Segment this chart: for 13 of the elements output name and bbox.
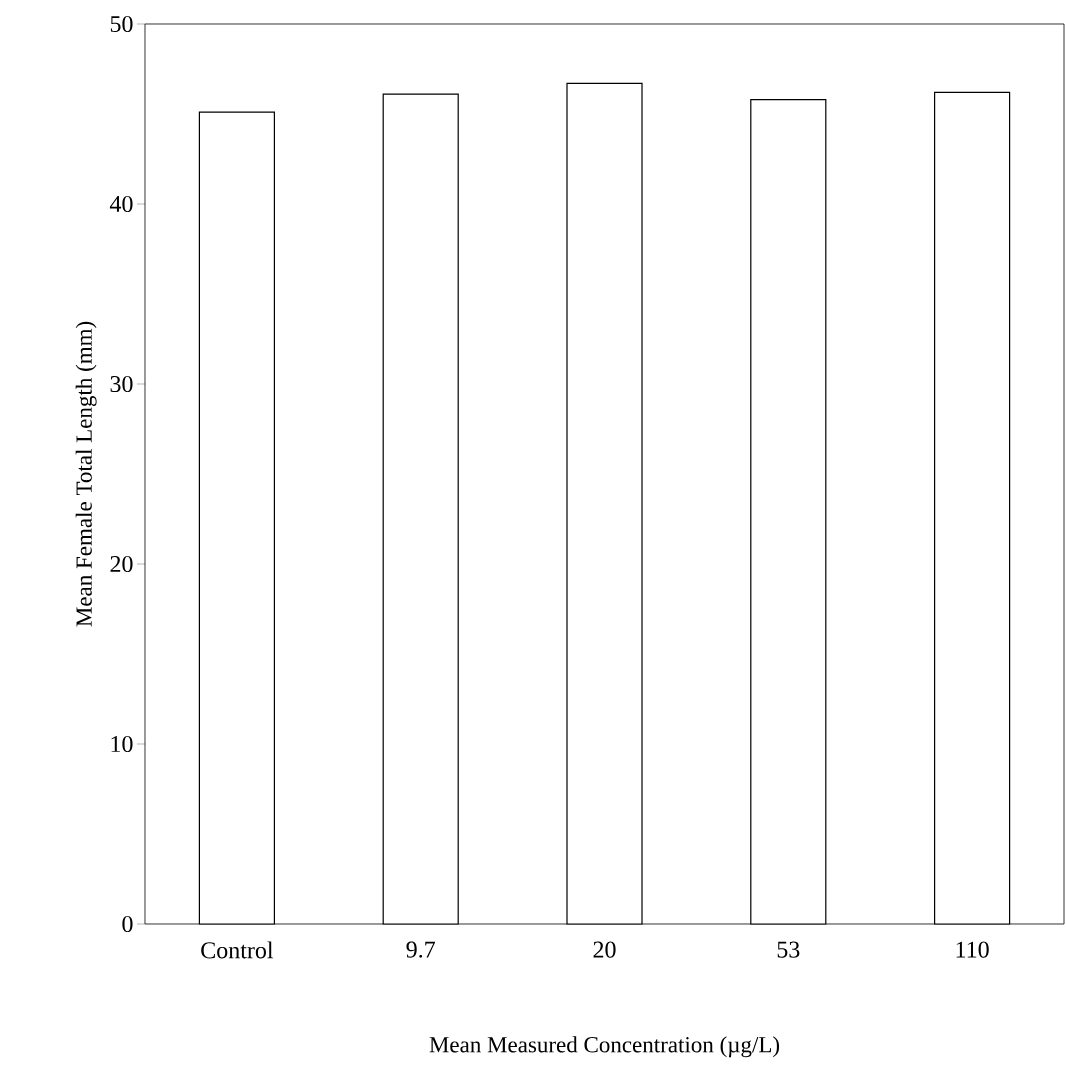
y-tick-label: 50: [110, 15, 133, 33]
y-tick-label: 30: [110, 375, 133, 393]
x-axis-title: Mean Measured Concentration (µg/L): [429, 1036, 780, 1058]
x-tick-label: 9.7: [406, 941, 436, 958]
y-tick-label: 20: [110, 555, 133, 573]
y-tick-label: 0: [122, 915, 133, 933]
y-axis-title: Mean Female Total Length (mm): [75, 321, 97, 627]
y-tick-label: 10: [111, 735, 133, 753]
y-tick-label: 40: [109, 195, 133, 213]
x-tick-label: 110: [956, 941, 989, 958]
x-tick-label: Control: [201, 941, 274, 959]
x-tick-label: 53: [777, 941, 800, 958]
x-tick-label: 20: [593, 941, 616, 958]
